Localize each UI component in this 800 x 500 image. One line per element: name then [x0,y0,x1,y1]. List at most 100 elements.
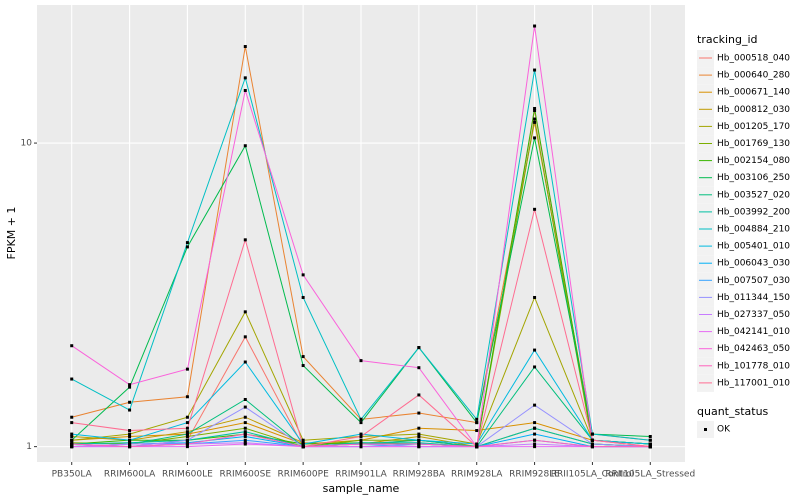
point [533,68,537,72]
x-axis-title: sample_name [323,482,400,495]
point [70,434,74,438]
point [185,432,189,436]
point [475,445,479,449]
point [128,442,132,446]
point [533,106,537,110]
legend-label: Hb_001205_170 [717,122,790,132]
point [185,415,189,419]
point [533,109,537,113]
legend-label: Hb_005401_010 [717,242,790,252]
point [417,432,421,436]
x-tick-label: RRIM928LA [451,470,503,480]
x-tick-label: RRII105LA_Stressed [605,470,695,480]
point [301,273,305,277]
point [70,442,74,446]
x-tick-label: RRII105LA_Control [551,470,634,480]
point [185,426,189,430]
point [70,421,74,425]
point [185,438,189,442]
x-tick-label: RRIM928BA [393,470,446,480]
x-tick-label: RRIM600LA [104,470,156,480]
legend-label: Hb_011344_150 [717,293,790,303]
point [301,438,305,442]
point [533,442,537,446]
legend-label: Hb_002154_080 [717,156,790,166]
point [70,432,74,436]
point [301,364,305,368]
point [533,365,537,369]
point [70,377,74,381]
point [359,359,363,363]
legend-label: Hb_000671_140 [717,88,790,98]
x-tick-label: PB350LA [52,470,93,480]
point [475,429,479,433]
point [243,89,247,93]
point [417,366,421,370]
point [185,445,189,449]
point [301,295,305,299]
point [475,417,479,421]
point [243,144,247,148]
point [359,432,363,436]
point [533,120,537,124]
point [533,438,537,442]
point [417,411,421,415]
point [243,360,247,364]
point [128,432,132,436]
x-tick-label: RRIM901LA [335,470,387,480]
point [185,434,189,438]
legend-title: tracking_id [697,33,758,46]
x-tick-label: RRIM600PE [278,470,330,480]
point [185,430,189,434]
point [185,245,189,249]
point [417,438,421,442]
point [243,430,247,434]
point [417,393,421,397]
point [128,429,132,433]
point [417,346,421,350]
point [533,117,537,121]
x-tick-label: RRIM600SE [220,470,272,480]
point [359,417,363,421]
point [648,438,652,442]
point-legend-label: OK [717,425,731,435]
point [185,442,189,446]
point [243,421,247,425]
point [128,385,132,389]
legend-label: Hb_001769_130 [717,139,790,149]
point [185,367,189,371]
legend-label: Hb_027337_050 [717,310,790,320]
point [475,421,479,425]
legend-label: Hb_003992_200 [717,207,790,217]
point [590,442,594,446]
point [243,238,247,242]
point [243,432,247,436]
point [243,434,247,438]
point [533,421,537,425]
point [243,426,247,430]
point [128,434,132,438]
point [533,426,537,430]
point [533,432,537,436]
point [185,421,189,425]
point [70,445,74,449]
point [359,434,363,438]
y-tick-label: 1 [26,442,32,452]
y-axis-title: FPKM + 1 [5,207,18,260]
point [128,408,132,412]
y-tick-label: 10 [21,139,33,149]
legend-label: Hb_004884_210 [717,225,790,235]
point [590,438,594,442]
legend-label: Hb_117001_010 [717,378,790,388]
x-tick-label: RRIM928LE [509,470,560,480]
point [359,421,363,425]
point [185,241,189,245]
legend-label: Hb_006043_030 [717,259,790,269]
x-tick-label: RRIM600LE [162,470,213,480]
point [243,310,247,314]
point [301,442,305,446]
point [533,348,537,352]
legend-label: Hb_042141_010 [717,327,790,337]
legend-label: Hb_000518_040 [717,54,790,64]
